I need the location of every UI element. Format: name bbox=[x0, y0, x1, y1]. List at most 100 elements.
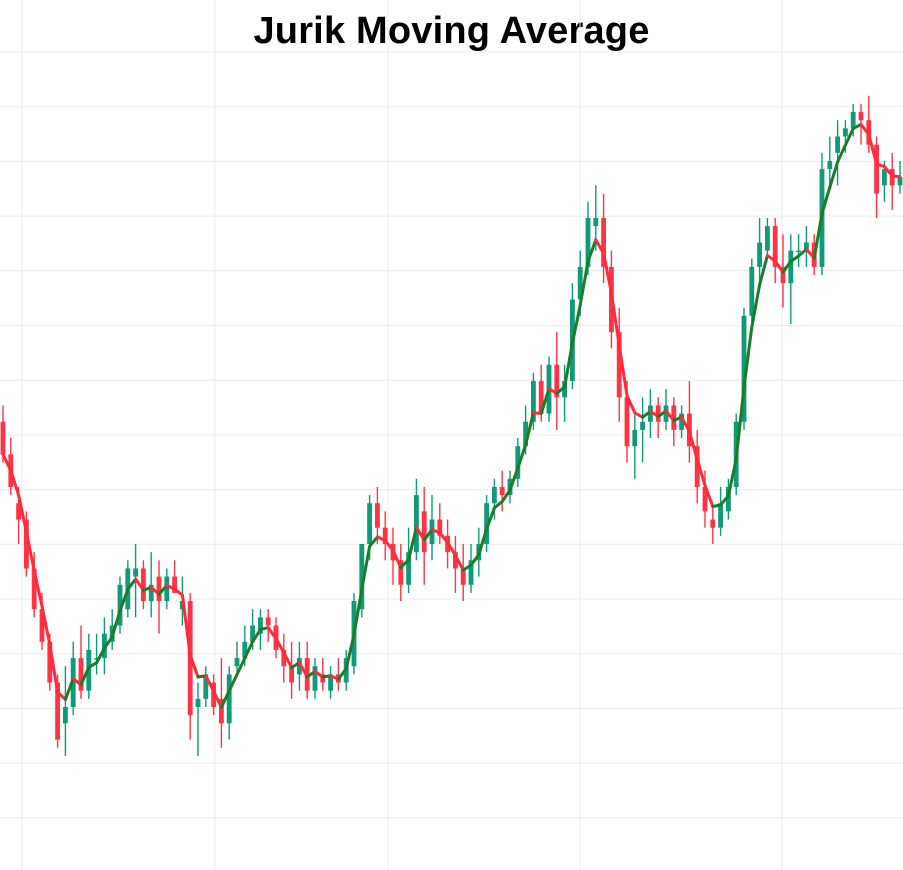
jma-segment bbox=[219, 689, 231, 709]
jma-segment bbox=[742, 325, 754, 389]
candle-up bbox=[203, 674, 209, 699]
candle-up bbox=[850, 112, 856, 129]
jma-segment bbox=[360, 544, 372, 591]
jma-segment bbox=[648, 409, 660, 419]
jma-segment bbox=[48, 642, 60, 694]
candle-down bbox=[874, 144, 880, 194]
jma-segment bbox=[563, 341, 574, 389]
jma-segment bbox=[703, 483, 715, 509]
jma-segment bbox=[882, 165, 894, 178]
candle-up bbox=[523, 421, 529, 447]
candle-down bbox=[47, 641, 53, 683]
jma-segment bbox=[492, 500, 504, 510]
jma-segment bbox=[516, 443, 528, 470]
jma-segment bbox=[399, 558, 411, 570]
candle-up bbox=[796, 250, 802, 253]
jma-segment bbox=[695, 457, 707, 487]
candle-up bbox=[117, 584, 123, 626]
jma-segment bbox=[508, 466, 520, 492]
candle-down bbox=[156, 576, 162, 602]
candle-down bbox=[437, 519, 443, 536]
candle-down bbox=[211, 682, 217, 707]
jma-segment bbox=[664, 409, 676, 422]
candle-down bbox=[218, 698, 224, 724]
candle-up bbox=[468, 560, 474, 585]
candle-down bbox=[140, 568, 146, 602]
jma-segment bbox=[266, 626, 278, 641]
jma-segment bbox=[734, 385, 746, 461]
jma-segment bbox=[453, 553, 465, 572]
jma-segment bbox=[804, 247, 816, 260]
jma-segment bbox=[63, 677, 75, 701]
jma-segment bbox=[56, 690, 67, 701]
jma-segment bbox=[352, 587, 364, 637]
candle-up bbox=[640, 421, 646, 430]
jma-segment bbox=[687, 430, 699, 461]
candle-down bbox=[694, 446, 700, 487]
candle-up bbox=[741, 315, 747, 422]
jma-segment bbox=[726, 457, 738, 498]
candle-up bbox=[827, 160, 833, 170]
jma-segment bbox=[797, 247, 808, 258]
jma-segment bbox=[446, 540, 457, 557]
candle-down bbox=[616, 332, 622, 398]
candle-up bbox=[250, 625, 256, 642]
jma-segment bbox=[570, 303, 582, 345]
jma-segment bbox=[500, 488, 512, 504]
candle-up bbox=[413, 495, 419, 553]
candle-down bbox=[281, 649, 287, 667]
candle-up bbox=[897, 177, 903, 186]
jma-segment bbox=[87, 661, 99, 669]
candle-up bbox=[359, 544, 365, 610]
candle-up bbox=[803, 242, 809, 251]
candle-down bbox=[858, 112, 864, 121]
jma-segment bbox=[32, 568, 44, 608]
candle-up bbox=[577, 266, 583, 300]
jma-segment bbox=[95, 646, 106, 665]
jma-segment bbox=[843, 127, 855, 147]
jma-segment bbox=[204, 674, 216, 693]
jma-segment bbox=[344, 633, 356, 671]
candle-down bbox=[265, 617, 271, 626]
candle-down bbox=[382, 527, 388, 544]
jma-segment bbox=[297, 661, 309, 679]
jma-segment bbox=[867, 133, 879, 166]
candle-up bbox=[133, 568, 139, 577]
candle-down bbox=[554, 364, 560, 398]
candles bbox=[0, 95, 903, 756]
candle-up bbox=[226, 674, 232, 724]
jma-segment bbox=[820, 185, 832, 216]
jma-segment bbox=[407, 525, 418, 562]
jma-segment bbox=[188, 653, 200, 679]
candle-down bbox=[452, 552, 458, 569]
jma-segment bbox=[110, 609, 122, 639]
candle-up bbox=[257, 617, 263, 634]
jma-segment bbox=[594, 238, 606, 255]
jma-segment bbox=[282, 650, 294, 670]
jma-segment bbox=[149, 585, 161, 596]
candle-up bbox=[148, 584, 154, 602]
candle-up bbox=[195, 698, 201, 707]
candle-up bbox=[718, 503, 724, 528]
jma-segment bbox=[71, 677, 83, 687]
jma-segment bbox=[633, 411, 645, 419]
candle-up bbox=[647, 405, 653, 422]
jma-segment bbox=[469, 553, 481, 567]
jma-segment bbox=[555, 385, 567, 395]
candle-up bbox=[491, 486, 497, 504]
candle-up bbox=[632, 429, 638, 447]
jma-segment bbox=[274, 637, 286, 654]
jma-segment bbox=[586, 238, 598, 264]
candle-up bbox=[562, 381, 568, 398]
jma-segment bbox=[641, 409, 652, 419]
jma-segment bbox=[235, 656, 247, 676]
jma-segment bbox=[609, 291, 621, 347]
jma-segment bbox=[765, 253, 777, 263]
candle-down bbox=[624, 397, 630, 447]
candle-up bbox=[585, 218, 591, 267]
jma-segment bbox=[305, 670, 317, 679]
candle-down bbox=[23, 519, 29, 569]
jma-segment bbox=[126, 577, 138, 592]
